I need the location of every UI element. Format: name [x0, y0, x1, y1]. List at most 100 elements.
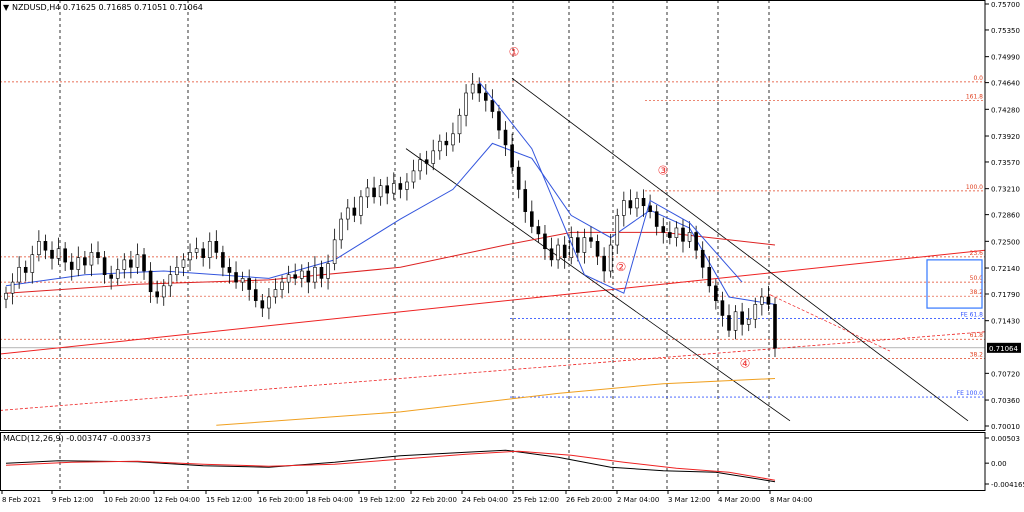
- x-tick-label: 25 Feb 12:00: [513, 496, 559, 504]
- candle-body: [753, 304, 758, 320]
- candle-body: [240, 278, 245, 283]
- x-tick-label: 12 Feb 04:00: [154, 496, 200, 504]
- candle-body: [221, 252, 225, 268]
- x-tick-label: 18 Feb 04:00: [307, 496, 353, 504]
- macd-line: [5, 449, 776, 483]
- candle-body: [694, 232, 698, 251]
- candle-body: [188, 252, 192, 261]
- y-tick-label: 0.73920: [991, 133, 1020, 141]
- y-tick-label: 0.72860: [991, 212, 1020, 220]
- candle-body: [589, 237, 593, 242]
- candle-body: [714, 285, 718, 301]
- current-price-tag: [987, 342, 1021, 353]
- macd-y-tick-label: 0.00: [991, 460, 1007, 468]
- candle-body: [773, 304, 777, 349]
- y-tick-label: 0.70010: [991, 423, 1020, 431]
- fib-level-label: 23.6: [970, 250, 984, 257]
- candle-body: [464, 92, 468, 116]
- candle-body: [234, 272, 238, 283]
- y-tick-label: 0.74280: [991, 106, 1020, 114]
- candle-body: [168, 274, 173, 287]
- candle-body: [332, 239, 337, 264]
- candle-body: [30, 254, 35, 273]
- candle-body: [306, 270, 311, 283]
- candle-body: [63, 248, 67, 263]
- wave-label: ①: [509, 45, 520, 59]
- candle-body: [602, 255, 606, 272]
- candle-body: [543, 233, 547, 250]
- candle-body: [437, 140, 442, 152]
- candle-body: [76, 257, 81, 270]
- candle-body: [273, 289, 278, 298]
- y-tick-label: 0.72500: [991, 238, 1020, 246]
- y-tick-label: 0.71790: [991, 291, 1020, 299]
- candle-body: [23, 266, 28, 273]
- fib-level-label: 100.0: [966, 184, 983, 191]
- candle-body: [148, 270, 153, 293]
- candle-body: [707, 266, 712, 287]
- x-tick-label: 10 Feb 20:00: [104, 496, 150, 504]
- candle-body: [43, 241, 48, 251]
- y-tick-label: 0.70360: [991, 397, 1020, 405]
- x-tick-label: 22 Feb 20:00: [411, 496, 457, 504]
- current-price-label: 0.71064: [989, 345, 1018, 353]
- y-tick-label: 0.73210: [991, 186, 1020, 194]
- candle-body: [503, 129, 508, 146]
- candle-body: [615, 215, 620, 246]
- candle-body: [109, 274, 113, 279]
- candle-body: [267, 296, 271, 309]
- y-tick-label: 0.72140: [991, 265, 1020, 273]
- fib-level-label: 161.8: [966, 93, 983, 100]
- candle-body: [661, 226, 666, 233]
- y-tick-label: 0.71430: [991, 318, 1020, 326]
- candle-body: [424, 159, 429, 164]
- trend-line: [0, 249, 986, 355]
- candle-body: [444, 140, 449, 146]
- target-zone-box: [926, 259, 983, 309]
- wave-label: ②: [616, 260, 627, 274]
- candle-body: [497, 111, 501, 131]
- macd-signal-line: [5, 450, 776, 481]
- candle-body: [648, 205, 652, 212]
- candle-body: [385, 185, 390, 194]
- candle-body: [286, 274, 291, 283]
- candle-body: [122, 259, 127, 270]
- y-tick-label: 0.75700: [991, 1, 1020, 9]
- candle-body: [556, 244, 560, 261]
- candle-body: [161, 285, 166, 298]
- candle-body: [10, 281, 15, 294]
- x-tick-label: 2 Mar 04:00: [617, 496, 659, 504]
- main-plot-frame: [0, 0, 986, 431]
- candle-body: [194, 248, 199, 253]
- macd-title: MACD(12,26,9) -0.003747 -0.003373: [3, 434, 151, 443]
- candle-body: [339, 218, 344, 241]
- candle-body: [530, 211, 534, 227]
- candle-body: [622, 200, 626, 216]
- x-tick-label: 4 Mar 20:00: [718, 496, 760, 504]
- fib-level-label: 0.0: [973, 75, 983, 82]
- candle-body: [608, 244, 613, 272]
- ma-long-line: [216, 378, 776, 426]
- candle-body: [628, 200, 633, 209]
- candle-body: [299, 270, 304, 279]
- candle-body: [654, 211, 659, 227]
- y-tick-label: 0.70720: [991, 370, 1020, 378]
- candle-body: [135, 254, 140, 268]
- x-tick-label: 15 Feb 12:00: [206, 496, 252, 504]
- candle-body: [418, 159, 422, 172]
- candle-body: [484, 92, 488, 101]
- macd-y-tick-label: 0.00503: [991, 435, 1020, 443]
- candle-body: [398, 183, 403, 190]
- candle-body: [280, 281, 284, 290]
- candle-body: [115, 269, 120, 279]
- macd-y-tick-label: -0.004165: [991, 481, 1024, 489]
- y-tick-label: 0.75350: [991, 27, 1020, 35]
- x-tick-label: 19 Feb 12:00: [359, 496, 405, 504]
- ma-slow-line: [5, 231, 776, 294]
- chart-header-arrow: ▼: [3, 3, 10, 12]
- wave-path: [478, 81, 743, 294]
- candle-body: [510, 144, 514, 168]
- candle-body: [378, 185, 383, 198]
